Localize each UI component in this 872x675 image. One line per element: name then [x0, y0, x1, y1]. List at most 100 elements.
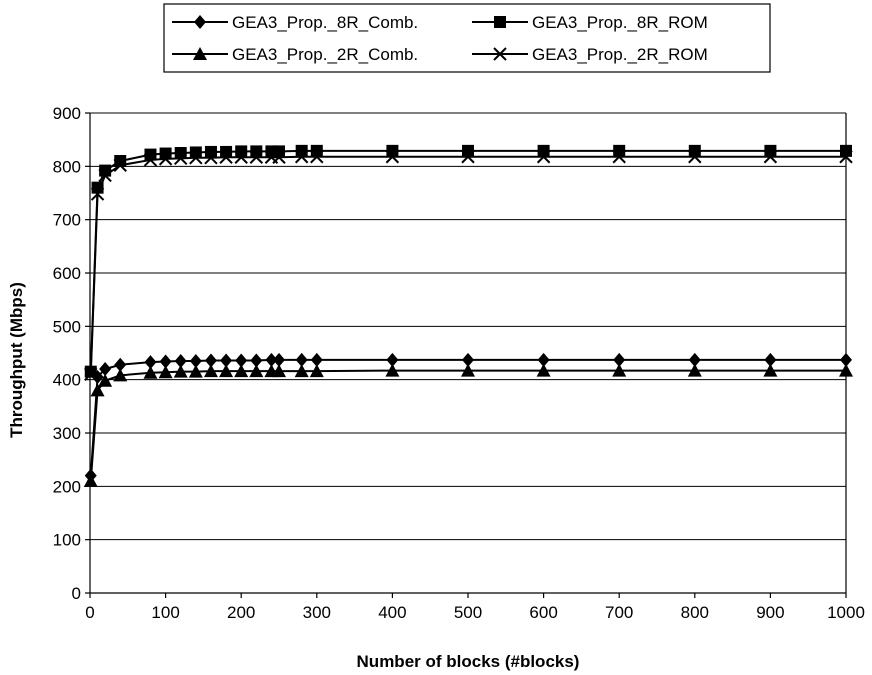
- x-marker-stroke: [763, 150, 778, 164]
- data-point: [159, 354, 172, 369]
- data-point: [113, 368, 128, 382]
- data-point: [250, 353, 263, 368]
- data-point: [90, 187, 105, 201]
- x-marker-stroke: [839, 150, 853, 164]
- x-marker-stroke: [294, 150, 309, 164]
- data-point: [310, 144, 323, 157]
- data-point: [273, 352, 285, 367]
- data-point: [235, 353, 248, 368]
- data-point: [219, 150, 233, 164]
- x-marker-stroke: [84, 367, 98, 382]
- y-tick-label: 600: [53, 264, 81, 283]
- x-marker-stroke: [113, 158, 127, 172]
- x-marker-stroke: [612, 150, 626, 164]
- data-point: [688, 352, 701, 367]
- x-tick-label: 500: [454, 603, 482, 622]
- data-point: [386, 352, 399, 367]
- data-point: [144, 355, 157, 370]
- x-marker-stroke: [536, 150, 551, 164]
- x-tick-label: 600: [529, 603, 557, 622]
- legend-marker-square: [494, 16, 506, 28]
- series-x: [84, 150, 853, 382]
- x-marker-stroke: [189, 151, 203, 165]
- data-point: [840, 352, 852, 367]
- data-point: [204, 145, 217, 158]
- data-point: [687, 363, 702, 377]
- legend-marker-triangle: [193, 47, 207, 60]
- x-tick-label: 400: [378, 603, 406, 622]
- x-tick-label: 200: [227, 603, 255, 622]
- x-tick-label: 700: [605, 603, 633, 622]
- legend-item: GEA3_Prop._8R_ROM: [472, 13, 708, 32]
- series-square: [84, 144, 852, 378]
- y-tick-label: 900: [53, 104, 81, 123]
- data-point: [203, 364, 218, 378]
- data-point: [612, 363, 627, 377]
- data-point: [143, 365, 158, 379]
- x-marker-stroke: [158, 152, 173, 166]
- x-marker-stroke: [219, 150, 233, 164]
- data-point: [764, 352, 777, 367]
- x-marker-stroke: [310, 150, 324, 164]
- data-point: [174, 354, 187, 368]
- y-tick-label: 400: [53, 371, 81, 390]
- x-tick-label: 800: [681, 603, 709, 622]
- data-point: [265, 352, 278, 367]
- series-line: [89, 369, 846, 482]
- axes: [85, 112, 847, 598]
- x-tick-label: 300: [303, 603, 331, 622]
- data-point: [839, 150, 853, 164]
- data-point: [461, 363, 475, 377]
- data-point: [461, 150, 475, 164]
- data-point: [84, 367, 98, 382]
- data-point: [173, 364, 188, 378]
- x-marker-stroke: [385, 150, 400, 164]
- legend-box: [163, 3, 771, 73]
- data-point: [99, 362, 112, 376]
- data-point: [385, 363, 400, 377]
- data-point: [113, 158, 127, 172]
- data-point: [272, 364, 286, 378]
- series-line: [89, 358, 846, 476]
- data-point: [688, 144, 701, 157]
- x-marker-stroke: [204, 151, 218, 165]
- data-point: [188, 364, 203, 378]
- x-marker-stroke: [461, 150, 475, 164]
- y-axis-title: Throughput (Mbps): [7, 282, 26, 438]
- y-tick-label: 700: [53, 211, 81, 230]
- x-marker-stroke: [688, 150, 702, 164]
- data-point: [763, 363, 778, 377]
- legend-label: GEA3_Prop._8R_ROM: [532, 13, 708, 32]
- data-point: [764, 144, 777, 157]
- x-marker-stroke: [249, 150, 264, 164]
- data-point: [763, 150, 778, 164]
- legend-marker-diamond: [194, 15, 206, 29]
- series-line: [89, 155, 846, 375]
- data-point: [235, 145, 248, 158]
- x-marker-stroke: [234, 150, 248, 164]
- series-line: [89, 149, 846, 372]
- data-point: [98, 373, 113, 387]
- data-point: [385, 150, 400, 164]
- x-tick-label: 100: [151, 603, 179, 622]
- data-point: [220, 353, 233, 368]
- data-point: [174, 151, 188, 166]
- x-axis-title: Number of blocks (#blocks): [357, 652, 580, 671]
- data-point: [536, 150, 551, 164]
- data-point: [250, 145, 263, 158]
- data-point: [234, 150, 248, 164]
- series-diamond: [84, 352, 852, 483]
- x-marker-stroke: [174, 151, 188, 166]
- y-tick-label: 200: [53, 477, 81, 496]
- data-point: [840, 144, 852, 157]
- x-marker-stroke: [272, 150, 286, 164]
- series-triangle: [83, 363, 853, 487]
- data-point: [189, 151, 203, 165]
- data-point: [386, 144, 399, 157]
- data-point: [310, 352, 323, 367]
- data-point: [295, 352, 308, 367]
- x-tick-label: 900: [756, 603, 784, 622]
- data-point: [219, 364, 234, 378]
- data-point: [537, 144, 550, 157]
